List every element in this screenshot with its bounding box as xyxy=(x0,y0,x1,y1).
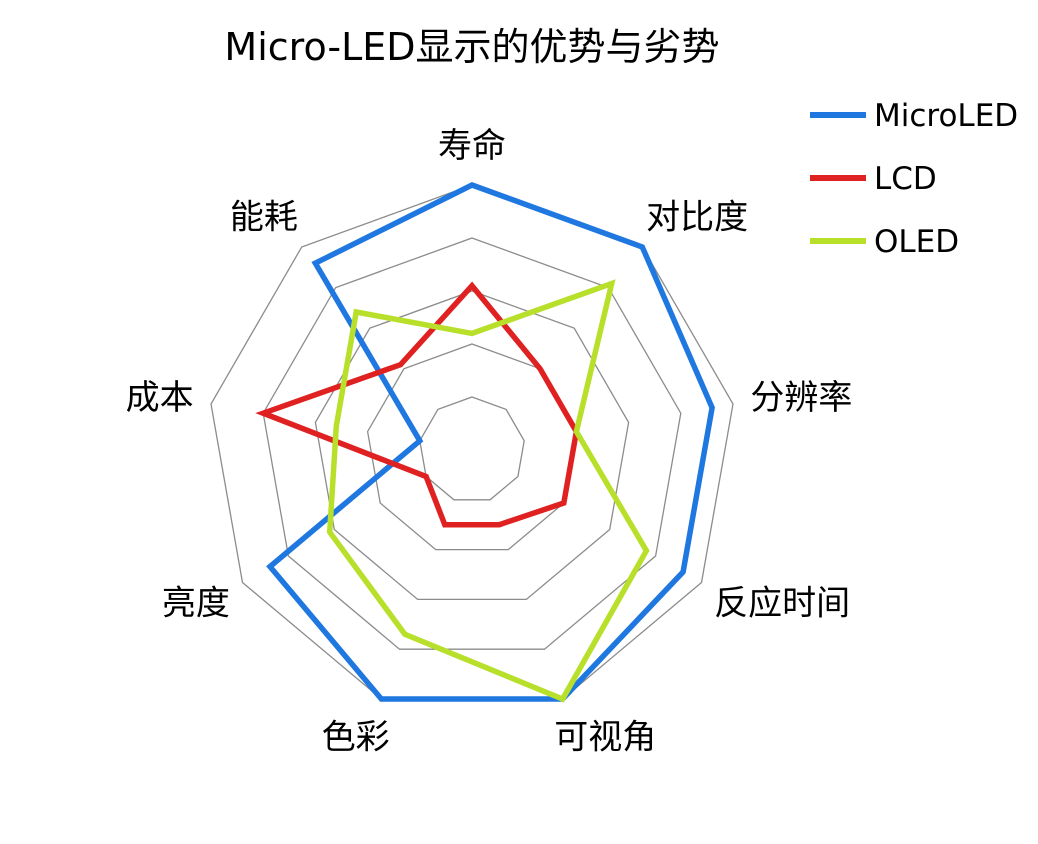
axis-label-0: 寿命 xyxy=(438,126,506,166)
axis-label-4: 可视角 xyxy=(554,718,656,758)
legend-label-lcd: LCD xyxy=(874,161,937,197)
series-microled-line xyxy=(266,182,715,702)
series-lcd-line xyxy=(255,281,580,528)
axis-label-8: 能耗 xyxy=(230,197,298,237)
axis-label-6: 亮度 xyxy=(162,584,230,624)
grid-ring-4 xyxy=(262,237,682,650)
series-oled-line xyxy=(326,279,650,703)
radar-grid xyxy=(210,184,734,700)
legend-label-microled: MicroLED xyxy=(874,98,1018,134)
radar-series xyxy=(255,182,715,703)
chart-title: Micro-LED显示的优势与劣势 xyxy=(224,25,719,69)
axis-label-7: 成本 xyxy=(126,378,194,418)
grid-ring-1 xyxy=(419,396,525,501)
axis-label-1: 对比度 xyxy=(646,197,748,237)
legend: MicroLED LCD OLED xyxy=(810,98,1018,260)
axis-label-2: 分辨率 xyxy=(750,378,852,418)
axis-label-3: 反应时间 xyxy=(714,584,850,624)
axis-label-5: 色彩 xyxy=(322,718,390,758)
legend-label-oled: OLED xyxy=(874,224,959,260)
grid-ring-5 xyxy=(210,184,734,700)
